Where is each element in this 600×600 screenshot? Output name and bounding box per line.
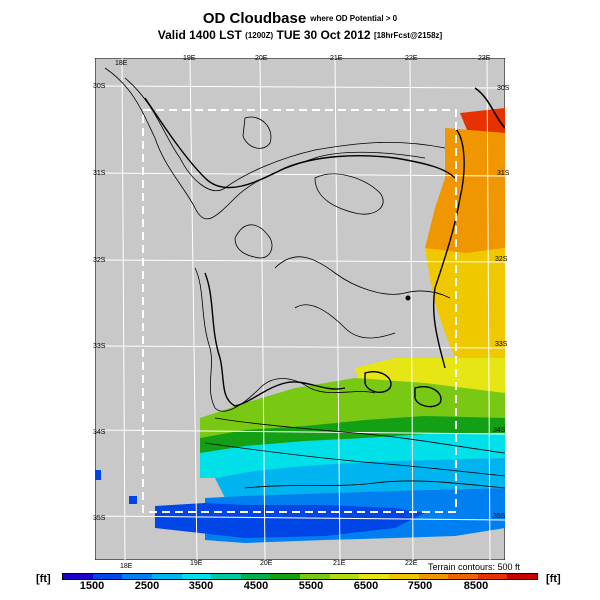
- top-lon-label-23e: 23E: [478, 55, 491, 62]
- colorbar-swatch: [507, 574, 537, 579]
- field-yellow: [425, 248, 505, 358]
- cloudbase-map: [95, 58, 505, 560]
- colorbar-swatch: [92, 574, 123, 579]
- colorbar-unit-right: [ft]: [546, 573, 561, 585]
- right-lat-label-34s: 34S: [493, 427, 506, 434]
- colorbar-swatch: [448, 574, 478, 579]
- colorbar-swatch: [63, 574, 93, 579]
- colorbar: [62, 573, 538, 580]
- field-dkblue-dot2: [129, 496, 137, 504]
- field-dkblue-dot1: [95, 470, 101, 480]
- location-marker: [405, 295, 411, 301]
- colorbar-swatch: [418, 574, 449, 579]
- right-lat-label-30s: 30S: [497, 85, 510, 92]
- valid-time: Valid 1400 LST (1200Z) TUE 30 Oct 2012 […: [0, 28, 600, 42]
- colorbar-swatch: [181, 574, 212, 579]
- colorbar-unit-left: [ft]: [36, 573, 51, 585]
- right-lat-label-33s: 33S: [495, 341, 508, 348]
- right-lat-label-32s: 32S: [495, 256, 508, 263]
- colorbar-swatch: [477, 574, 508, 579]
- colorbar-swatch: [151, 574, 182, 579]
- title-main: OD Cloudbase: [202, 10, 307, 27]
- colorbar-swatch: [240, 574, 271, 579]
- domain-boundary: [142, 109, 457, 513]
- valid-date: TUE 30 Oct 2012: [276, 28, 371, 42]
- top-lon-label-18e: 18E: [115, 60, 128, 67]
- colorbar-swatch: [211, 574, 241, 579]
- bottom-lon-label-21e: 21E: [333, 560, 346, 567]
- left-lat-label-34s: 34S: [93, 429, 106, 436]
- colorbar-swatch: [300, 574, 330, 579]
- left-lat-label-30s: 30S: [93, 83, 106, 90]
- colorbar-label: 3500: [188, 580, 214, 592]
- top-lon-label-21e: 21E: [330, 55, 343, 62]
- map-title: OD Cloudbase where OD Potential > 0: [0, 10, 600, 28]
- colorbar-label: 5500: [298, 580, 324, 592]
- colorbar-swatch: [359, 574, 389, 579]
- bottom-lon-label-18e: 18E: [120, 563, 133, 570]
- bottom-lon-label-20e: 20E: [260, 560, 273, 567]
- colorbar-swatch: [122, 574, 152, 579]
- field-cyan: [200, 433, 505, 478]
- field-orange: [425, 128, 505, 258]
- colorbar-swatch: [388, 574, 419, 579]
- valid-run: (1200Z): [245, 31, 274, 40]
- top-lon-label-22e: 22E: [405, 55, 418, 62]
- valid-suffix: [18hrFcst@2158z]: [373, 31, 443, 40]
- colorbar-label: 7500: [407, 580, 433, 592]
- colorbar-swatch: [270, 574, 300, 579]
- top-lon-label-19e: 19E: [183, 55, 196, 62]
- colorbar-label: 2500: [134, 580, 160, 592]
- left-lat-label-31s: 31S: [93, 170, 106, 177]
- colorbar-label: 4500: [243, 580, 269, 592]
- right-lat-label-35s: 35S: [493, 513, 506, 520]
- right-lat-label-31s: 31S: [497, 170, 510, 177]
- colorbar-label: 1500: [79, 580, 105, 592]
- field-green: [200, 378, 505, 443]
- bottom-lon-label-22e: 22E: [405, 560, 418, 567]
- left-lat-label-33s: 33S: [93, 343, 106, 350]
- valid-prefix: Valid 1400 LST: [157, 28, 242, 42]
- left-lat-label-32s: 32S: [93, 257, 106, 264]
- colorbar-label: 8500: [463, 580, 489, 592]
- colorbar-label: 6500: [353, 580, 379, 592]
- bottom-lon-label-19e: 19E: [190, 560, 203, 567]
- lat-lon-grid: [95, 58, 505, 560]
- colorbar-swatch: [329, 574, 360, 579]
- terrain-contours: [104, 67, 505, 489]
- left-lat-label-35s: 35S: [93, 515, 106, 522]
- top-lon-label-20e: 20E: [255, 55, 268, 62]
- terrain-contours-note: Terrain contours: 500 ft: [427, 562, 520, 572]
- title-sub: where OD Potential > 0: [310, 14, 398, 23]
